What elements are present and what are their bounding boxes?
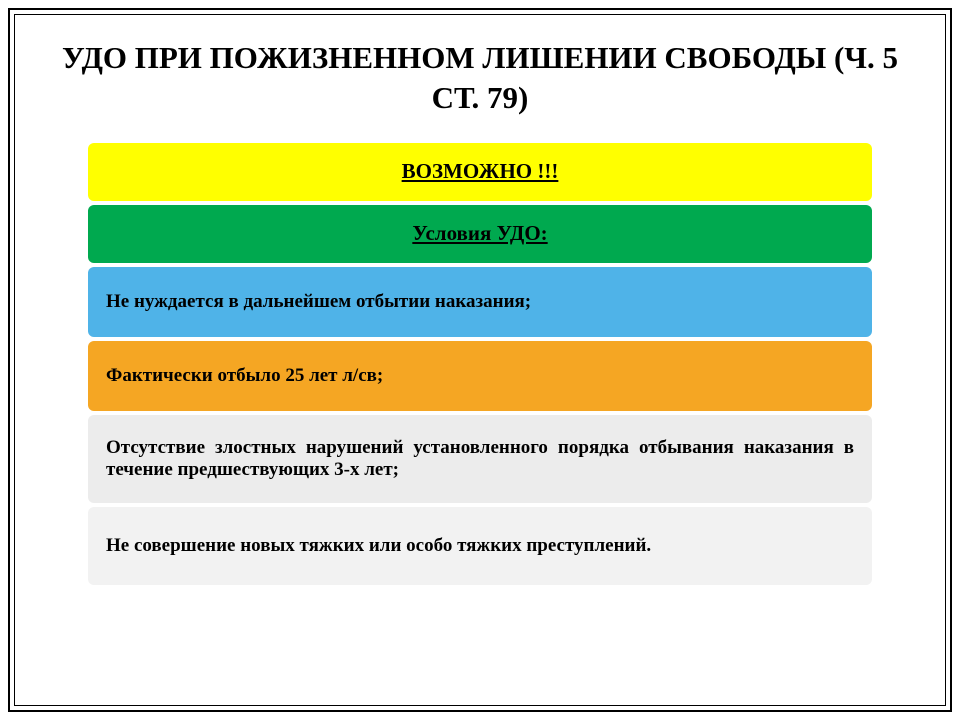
- info-block-text-2: Не нуждается в дальнейшем отбытии наказа…: [106, 291, 854, 313]
- info-block-5: Не совершение новых тяжких или особо тяж…: [88, 507, 872, 585]
- block-list: ВОЗМОЖНО !!! Условия УДО: Не нуждается в д…: [28, 143, 932, 585]
- info-block-1: Условия УДО:: [88, 205, 872, 263]
- info-block-text-3: Фактически отбыло 25 лет л/св;: [106, 365, 854, 387]
- info-block-text-0: ВОЗМОЖНО !!!: [106, 159, 854, 184]
- slide-content: УДО ПРИ ПОЖИЗНЕННОМ ЛИШЕНИИ СВОБОДЫ (Ч. …: [28, 28, 932, 692]
- info-block-text-5: Не совершение новых тяжких или особо тяж…: [106, 535, 854, 557]
- slide-title: УДО ПРИ ПОЖИЗНЕННОМ ЛИШЕНИИ СВОБОДЫ (Ч. …: [28, 28, 932, 143]
- info-block-text-1: Условия УДО:: [106, 221, 854, 246]
- info-block-text-4: Отсутствие злостных нарушений установлен…: [106, 437, 854, 481]
- info-block-4: Отсутствие злостных нарушений установлен…: [88, 415, 872, 503]
- info-block-2: Не нуждается в дальнейшем отбытии наказа…: [88, 267, 872, 337]
- info-block-3: Фактически отбыло 25 лет л/св;: [88, 341, 872, 411]
- info-block-0: ВОЗМОЖНО !!!: [88, 143, 872, 201]
